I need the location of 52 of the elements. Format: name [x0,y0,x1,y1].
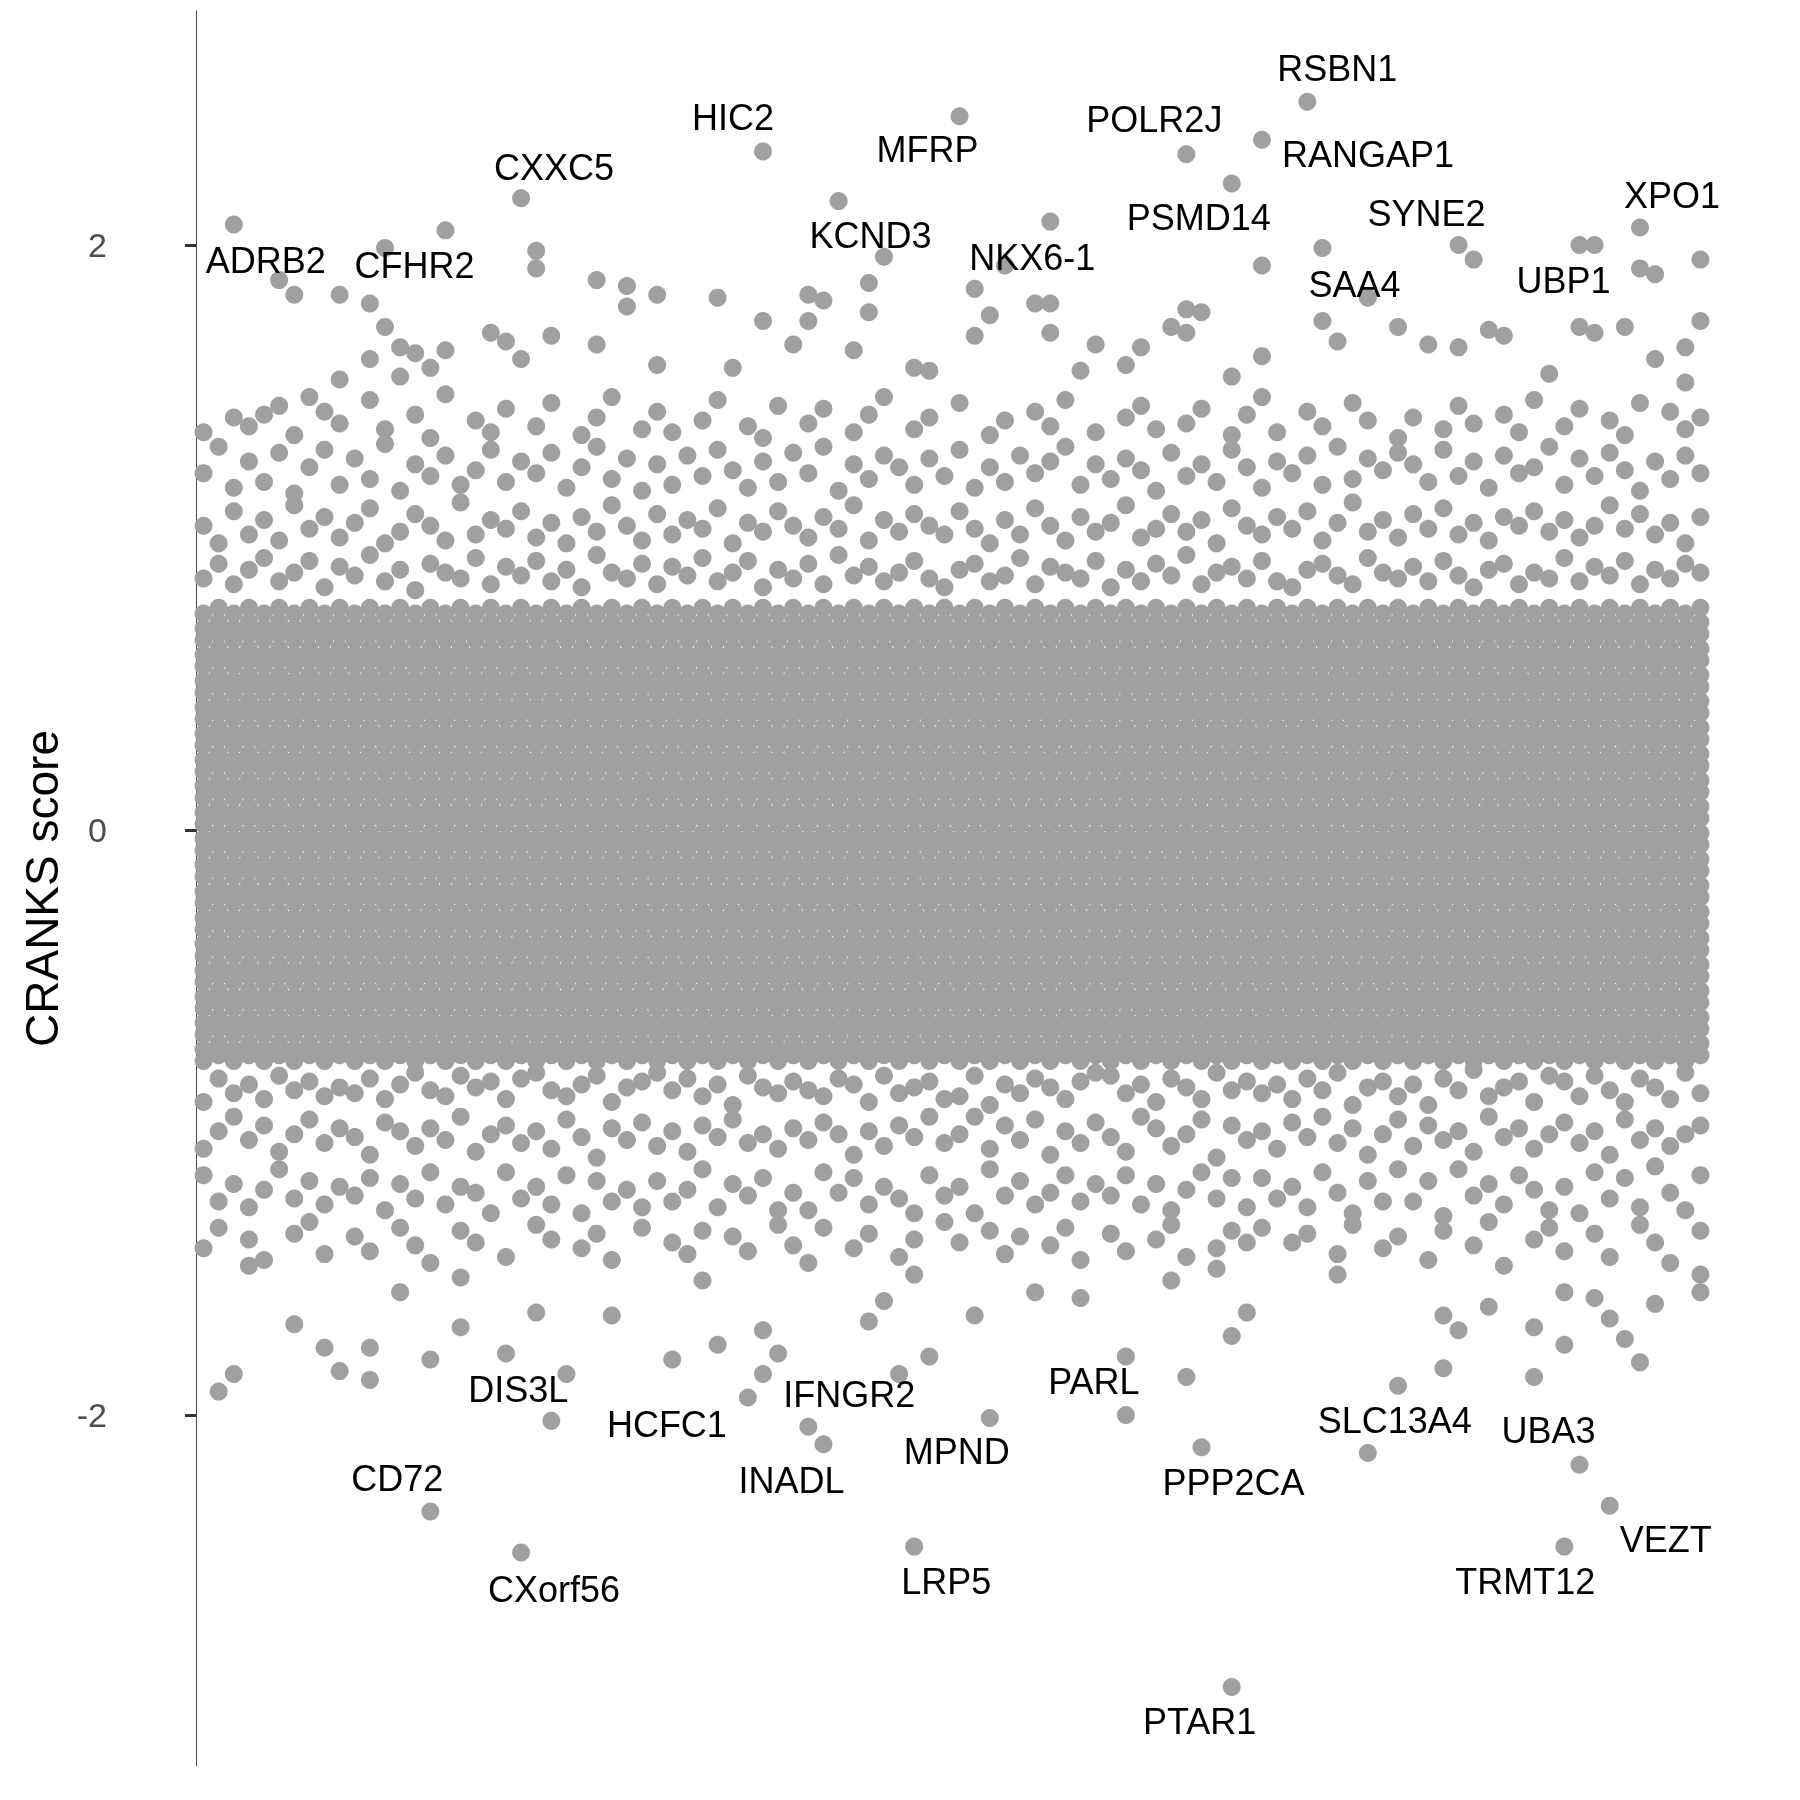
point [527,259,546,278]
point [360,294,379,313]
series-label: RSBN1 [1277,48,1398,90]
series-label: SAA4 [1308,264,1401,306]
series-label: PTAR1 [1143,1700,1257,1742]
series-label: SYNE2 [1367,192,1486,234]
point [1041,323,1060,342]
point [391,367,410,386]
series-label: CXXC5 [494,146,615,188]
point [330,370,349,389]
point [1646,350,1665,369]
series-label: UBP1 [1516,259,1611,301]
point [799,312,818,331]
series-label: MPND [903,1431,1010,1473]
y-axis-title: CRANKS score [16,730,68,1047]
series-label: LRP5 [901,1561,992,1603]
point [1570,317,1589,336]
series-label: HCFC1 [606,1403,727,1445]
series-label: NKX6-1 [969,237,1096,279]
point [859,303,878,322]
point [1252,347,1271,366]
series-label: PPP2CA [1162,1461,1305,1503]
series-label: UBA3 [1501,1410,1596,1452]
series-label: TRMT12 [1455,1561,1596,1603]
point [587,335,606,354]
series-label: CD72 [351,1458,444,1500]
point [1177,323,1196,342]
series-label: HIC2 [691,96,775,138]
y-tick-label: 0 [88,811,107,849]
series-label: PSMD14 [1126,197,1271,239]
series-label: DIS3L [468,1369,569,1411]
series-label: CXorf56 [488,1568,621,1610]
series-label: MFRP [876,128,979,170]
point [1691,312,1710,331]
y-tick-label: -2 [76,1396,107,1434]
series-label: SLC13A4 [1317,1399,1472,1441]
series-label: IFNGR2 [783,1374,916,1416]
y-tick-label: 2 [88,226,107,264]
series-label: PARL [1048,1360,1140,1402]
point [1676,373,1695,392]
series-label: CFHR2 [354,244,475,286]
point [965,326,984,345]
point [376,317,394,336]
series-label: INADL [738,1459,845,1501]
series-label: VEZT [1619,1519,1712,1561]
point [617,297,636,316]
series-label: POLR2J [1086,98,1223,140]
series-label: KCND3 [809,214,932,256]
series-label: RANGAP1 [1281,134,1454,176]
point [648,355,667,374]
series-label: ADRB2 [205,240,326,282]
series-label: XPO1 [1623,174,1720,216]
